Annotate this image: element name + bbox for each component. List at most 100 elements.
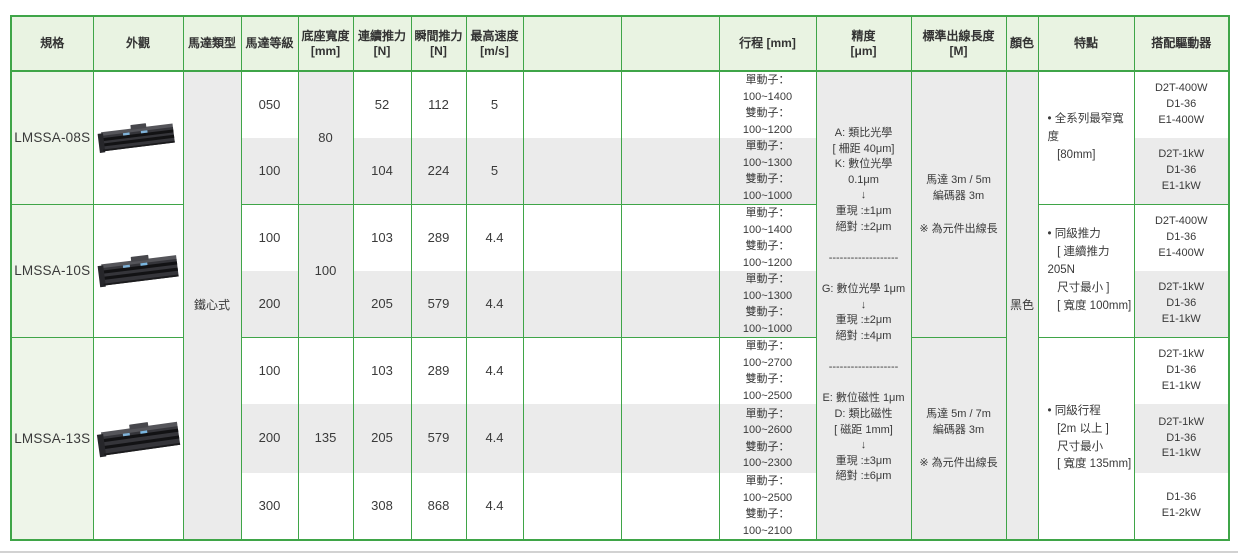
cell-stroke: 單動子：100~2500 雙動子：100~2100 xyxy=(718,473,817,540)
cell-spacer xyxy=(620,138,720,205)
cell-grade: 050 xyxy=(240,71,299,138)
row-lmssa10s-100: LMSSA-10S 100 100 103 289 4.4 單動子：100~14… xyxy=(10,204,1230,338)
cell-driver: D2T-400W D1-36 E1-400W xyxy=(1133,204,1230,271)
cell-spacer xyxy=(620,404,720,473)
cell-spacer xyxy=(522,404,622,473)
cell-grade: 200 xyxy=(240,271,299,338)
cell-driver: D2T-400W D1-36 E1-400W xyxy=(1133,71,1230,138)
cell-features-13s: • 同級行程 [2m 以上 ] 尺寸最小 [ 寬度 135mm] xyxy=(1037,337,1135,540)
cell-cont-force: 103 xyxy=(352,204,412,271)
cell-stroke: 單動子：100~1400 雙動子：100~1200 xyxy=(718,71,817,138)
cell-max-speed: 4.4 xyxy=(465,404,524,473)
cell-driver: D2T-1kW D1-36 E1-1kW xyxy=(1133,404,1230,473)
cell-driver: D2T-1kW D1-36 E1-1kW xyxy=(1133,271,1230,338)
cell-appearance-lmssa-08s xyxy=(92,71,184,205)
row-lmssa13s-300: 300 308 868 4.4 單動子：100~2500 雙動子：100~210… xyxy=(11,473,1230,540)
col-header-spacer-2 xyxy=(620,16,720,72)
cell-grade: 100 xyxy=(240,138,299,205)
cell-grade: 200 xyxy=(240,404,299,473)
col-header-color: 顏色 xyxy=(1005,16,1039,72)
cell-spacer xyxy=(522,337,622,404)
cell-stroke: 單動子：100~2700 雙動子：100~2500 xyxy=(718,337,817,404)
cell-max-speed: 4.4 xyxy=(465,204,524,271)
cell-peak-force: 289 xyxy=(410,337,467,404)
cell-peak-force: 868 xyxy=(410,473,467,540)
cell-grade: 100 xyxy=(240,204,299,271)
cell-cont-force: 205 xyxy=(352,271,412,338)
cell-cont-force: 308 xyxy=(352,473,412,540)
col-header-base-width: 底座寬度 [mm] xyxy=(297,16,354,72)
cell-cont-force: 205 xyxy=(352,404,412,473)
cell-cont-force: 52 xyxy=(352,71,412,138)
product-image-lmssa-08s-icon xyxy=(97,123,175,153)
cell-appearance-lmssa-10s xyxy=(92,204,184,338)
col-header-spacer-1 xyxy=(522,16,622,72)
col-header-driver: 搭配驅動器 xyxy=(1133,16,1230,72)
col-header-cont-force: 連續推力 [N] xyxy=(352,16,412,72)
spec-table: 規格 外觀 馬達類型 馬達等級 底座寬度 [mm] 連續推力 [N] 瞬間推力 … xyxy=(10,15,1230,541)
cell-base-width-13s-top xyxy=(297,337,354,404)
product-image-lmssa-10s-icon xyxy=(97,254,179,288)
cell-driver: D2T-1kW D1-36 E1-1kW xyxy=(1133,138,1230,205)
cell-peak-force: 579 xyxy=(410,404,467,473)
cell-max-speed: 5 xyxy=(465,71,524,138)
cell-base-width-08s: 80 xyxy=(297,71,354,205)
row-lmssa10s-200: 200 205 579 4.4 單動子：100~1300 雙動子：100~100… xyxy=(11,271,1230,338)
cell-spacer xyxy=(522,138,622,205)
cell-cont-force: 103 xyxy=(352,337,412,404)
cell-cable-length-lower: 馬達 5m / 7m 編碼器 3m ※ 為元件出線長 xyxy=(910,337,1007,540)
cell-cont-force: 104 xyxy=(352,138,412,205)
row-lmssa13s-200: 200 135 205 579 4.4 單動子：100~2600 雙動子：100… xyxy=(11,404,1230,473)
cell-base-width-13s-bottom xyxy=(297,473,354,540)
cell-peak-force: 112 xyxy=(410,71,467,138)
product-image-lmssa-13s-icon xyxy=(96,421,180,457)
cell-cable-length-upper: 馬達 3m / 5m 編碼器 3m ※ 為元件出線長 xyxy=(910,71,1007,338)
cell-accuracy: A: 類比光學 [ 柵距 40μm] K: 數位光學 0.1μm ↓ 重現 :±… xyxy=(815,71,912,540)
cell-grade: 100 xyxy=(240,337,299,404)
col-header-appearance: 外觀 xyxy=(92,16,184,72)
cell-max-speed: 4.4 xyxy=(465,337,524,404)
cell-spacer xyxy=(620,337,720,404)
cell-features-08s: • 全系列最窄寬度 [80mm] xyxy=(1037,71,1135,205)
col-header-features: 特點 xyxy=(1037,16,1135,72)
col-header-accuracy: 精度 [μm] xyxy=(815,16,912,72)
cell-spacer xyxy=(522,271,622,338)
cell-spacer xyxy=(522,204,622,271)
cell-spacer xyxy=(620,204,720,271)
cell-base-width-13s: 135 xyxy=(297,404,354,473)
cell-grade: 300 xyxy=(240,473,299,540)
cell-color: 黑色 xyxy=(1005,71,1039,540)
cell-peak-force: 579 xyxy=(410,271,467,338)
cell-spacer xyxy=(620,473,720,540)
col-header-motor-type: 馬達類型 xyxy=(182,16,242,72)
col-header-cable-length: 標準出線長度 [M] xyxy=(910,16,1007,72)
col-header-spec: 規格 xyxy=(10,16,94,72)
cell-max-speed: 4.4 xyxy=(465,271,524,338)
cell-spacer xyxy=(620,271,720,338)
col-header-motor-grade: 馬達等級 xyxy=(240,16,299,72)
cell-stroke: 單動子：100~2600 雙動子：100~2300 xyxy=(718,404,817,473)
cell-base-width-10s: 100 xyxy=(297,204,354,338)
cell-appearance-lmssa-13s xyxy=(92,337,184,540)
cell-max-speed: 5 xyxy=(465,138,524,205)
cell-spec-lmssa-13s: LMSSA-13S xyxy=(10,337,94,540)
col-header-stroke: 行程 [mm] xyxy=(718,16,817,72)
cell-features-10s: • 同級推力 [ 連續推力 205N 尺寸最小 ] [ 寬度 100mm] xyxy=(1037,204,1135,338)
cell-peak-force: 224 xyxy=(410,138,467,205)
row-lmssa08s-050: LMSSA-08S 鐵心式 050 80 52 112 5 單動子：100~14… xyxy=(10,71,1230,540)
col-header-max-speed: 最高速度 [m/s] xyxy=(465,16,524,72)
cell-stroke: 單動子：100~1400 雙動子：100~1200 xyxy=(718,204,817,271)
cell-peak-force: 289 xyxy=(410,204,467,271)
cell-stroke: 單動子：100~1300 雙動子：100~1000 xyxy=(718,271,817,338)
cell-spec-lmssa-10s: LMSSA-10S xyxy=(10,204,94,338)
header-row: 規格 外觀 馬達類型 馬達等級 底座寬度 [mm] 連續推力 [N] 瞬間推力 … xyxy=(10,16,1230,72)
row-lmssa13s-100: LMSSA-13S 100 103 289 4.4 單動子：100~2700 雙… xyxy=(10,337,1230,540)
cell-driver: D2T-1kW D1-36 E1-1kW xyxy=(1133,337,1230,404)
page-bottom-divider xyxy=(0,551,1238,553)
cell-max-speed: 4.4 xyxy=(465,473,524,540)
cell-stroke: 單動子：100~1300 雙動子：100~1000 xyxy=(718,138,817,205)
row-lmssa08s-100: 100 104 224 5 單動子：100~1300 雙動子：100~1000 … xyxy=(11,138,1230,205)
cell-spacer xyxy=(522,71,622,138)
cell-spacer xyxy=(620,71,720,138)
